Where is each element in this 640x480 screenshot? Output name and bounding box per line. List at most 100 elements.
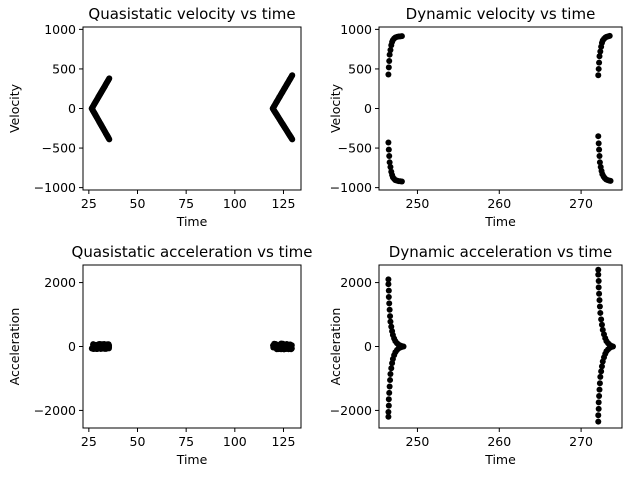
data-point [606, 32, 613, 39]
data-point [595, 399, 602, 406]
dynamic-velocity-points [385, 32, 614, 185]
data-point [608, 343, 615, 350]
data-point [385, 293, 392, 300]
data-point [386, 383, 393, 390]
data-point [388, 365, 395, 372]
data-point [598, 321, 605, 328]
data-point [595, 412, 602, 419]
x-tick-label: 125 [272, 434, 296, 449]
dynamic-acceleration-subplot: 250 260 270 −2000 0 2000 Dynamic acceleration … [328, 243, 623, 467]
dynamic-acceleration-x-label: Time [484, 452, 516, 467]
data-point [596, 146, 603, 153]
data-point [595, 266, 602, 273]
dynamic-velocity-title: Dynamic velocity vs time [406, 5, 596, 23]
data-point [595, 418, 602, 425]
dynamic-velocity-y-label: Velocity [328, 83, 343, 133]
data-point [386, 58, 393, 65]
x-tick-label: 250 [406, 434, 430, 449]
data-point [385, 64, 392, 71]
x-tick-label: 25 [81, 196, 97, 211]
data-point [91, 345, 98, 352]
data-point [596, 53, 603, 60]
dynamic-acceleration-title: Dynamic acceleration vs time [389, 243, 612, 261]
quasistatic-velocity-y-label: Velocity [7, 83, 22, 133]
data-point [595, 271, 602, 278]
data-point [598, 316, 605, 323]
x-tick-label: 260 [487, 434, 511, 449]
data-point [597, 373, 604, 380]
y-tick-label: 2000 [44, 275, 76, 290]
data-point [398, 178, 405, 185]
data-point [385, 409, 392, 416]
data-point [607, 177, 614, 184]
dynamic-acceleration-y-label: Acceleration [328, 308, 343, 386]
data-point [595, 133, 602, 140]
data-point [598, 368, 605, 375]
data-point [597, 309, 604, 316]
data-point [387, 377, 394, 384]
data-point [597, 48, 604, 55]
dynamic-velocity-axes-frame [378, 26, 623, 191]
x-tick-label: 270 [569, 196, 593, 211]
x-tick-label: 260 [487, 196, 511, 211]
data-point [276, 345, 283, 352]
y-tick-label: 500 [52, 61, 76, 76]
y-tick-label: 0 [364, 101, 372, 116]
data-point [596, 297, 603, 304]
y-tick-label: 500 [348, 61, 372, 76]
y-tick-label: −1000 [34, 180, 76, 195]
quasistatic-velocity-subplot: 25 50 75 100 125 −1000 −500 0 500 1000 Quasistatic… [7, 5, 302, 229]
y-tick-label: −2000 [330, 403, 372, 418]
quasistatic-velocity-title: Quasistatic velocity vs time [88, 5, 295, 23]
data-point [387, 318, 394, 325]
data-point [288, 345, 295, 352]
data-point [385, 413, 392, 420]
quasistatic-velocity-axes-frame [82, 26, 302, 191]
data-point [106, 136, 113, 143]
data-point [270, 342, 277, 349]
y-tick-label: −500 [338, 141, 372, 156]
data-point [595, 72, 602, 79]
data-point [387, 164, 394, 171]
data-point [596, 303, 603, 310]
data-point [385, 281, 392, 288]
quasistatic-acceleration-axes-frame [82, 264, 302, 429]
data-point [598, 363, 605, 370]
y-tick-label: −2000 [34, 403, 76, 418]
data-point [386, 389, 393, 396]
data-point [595, 65, 602, 72]
data-point [596, 59, 603, 66]
data-point [595, 277, 602, 284]
data-point [98, 341, 105, 348]
x-tick-label: 75 [178, 434, 194, 449]
data-point [596, 386, 603, 393]
data-point [595, 140, 602, 147]
x-tick-label: 270 [569, 434, 593, 449]
x-tick-label: 250 [406, 196, 430, 211]
y-tick-label: 0 [68, 101, 76, 116]
data-point [387, 370, 394, 377]
y-tick-label: 2000 [340, 275, 372, 290]
y-tick-label: −500 [42, 141, 76, 156]
quasistatic-acceleration-y-label: Acceleration [7, 308, 22, 386]
y-tick-label: 0 [68, 339, 76, 354]
data-point [106, 75, 113, 82]
x-tick-label: 50 [130, 196, 146, 211]
quasistatic-acceleration-x-label: Time [176, 452, 208, 467]
x-tick-label: 125 [272, 196, 296, 211]
data-point [398, 33, 405, 40]
quasistatic-acceleration-points [88, 340, 295, 353]
dynamic-velocity-subplot: 250 260 270 −1000 −500 0 500 1000 Dynamic veloci… [328, 5, 623, 229]
data-point [595, 284, 602, 291]
x-tick-label: 75 [178, 196, 194, 211]
data-point [386, 300, 393, 307]
data-point [386, 51, 393, 58]
data-point [385, 287, 392, 294]
data-point [596, 380, 603, 387]
data-point [596, 393, 603, 400]
data-point [385, 146, 392, 153]
x-tick-label: 100 [223, 196, 247, 211]
data-point [385, 276, 392, 283]
dynamic-velocity-x-label: Time [484, 214, 516, 229]
